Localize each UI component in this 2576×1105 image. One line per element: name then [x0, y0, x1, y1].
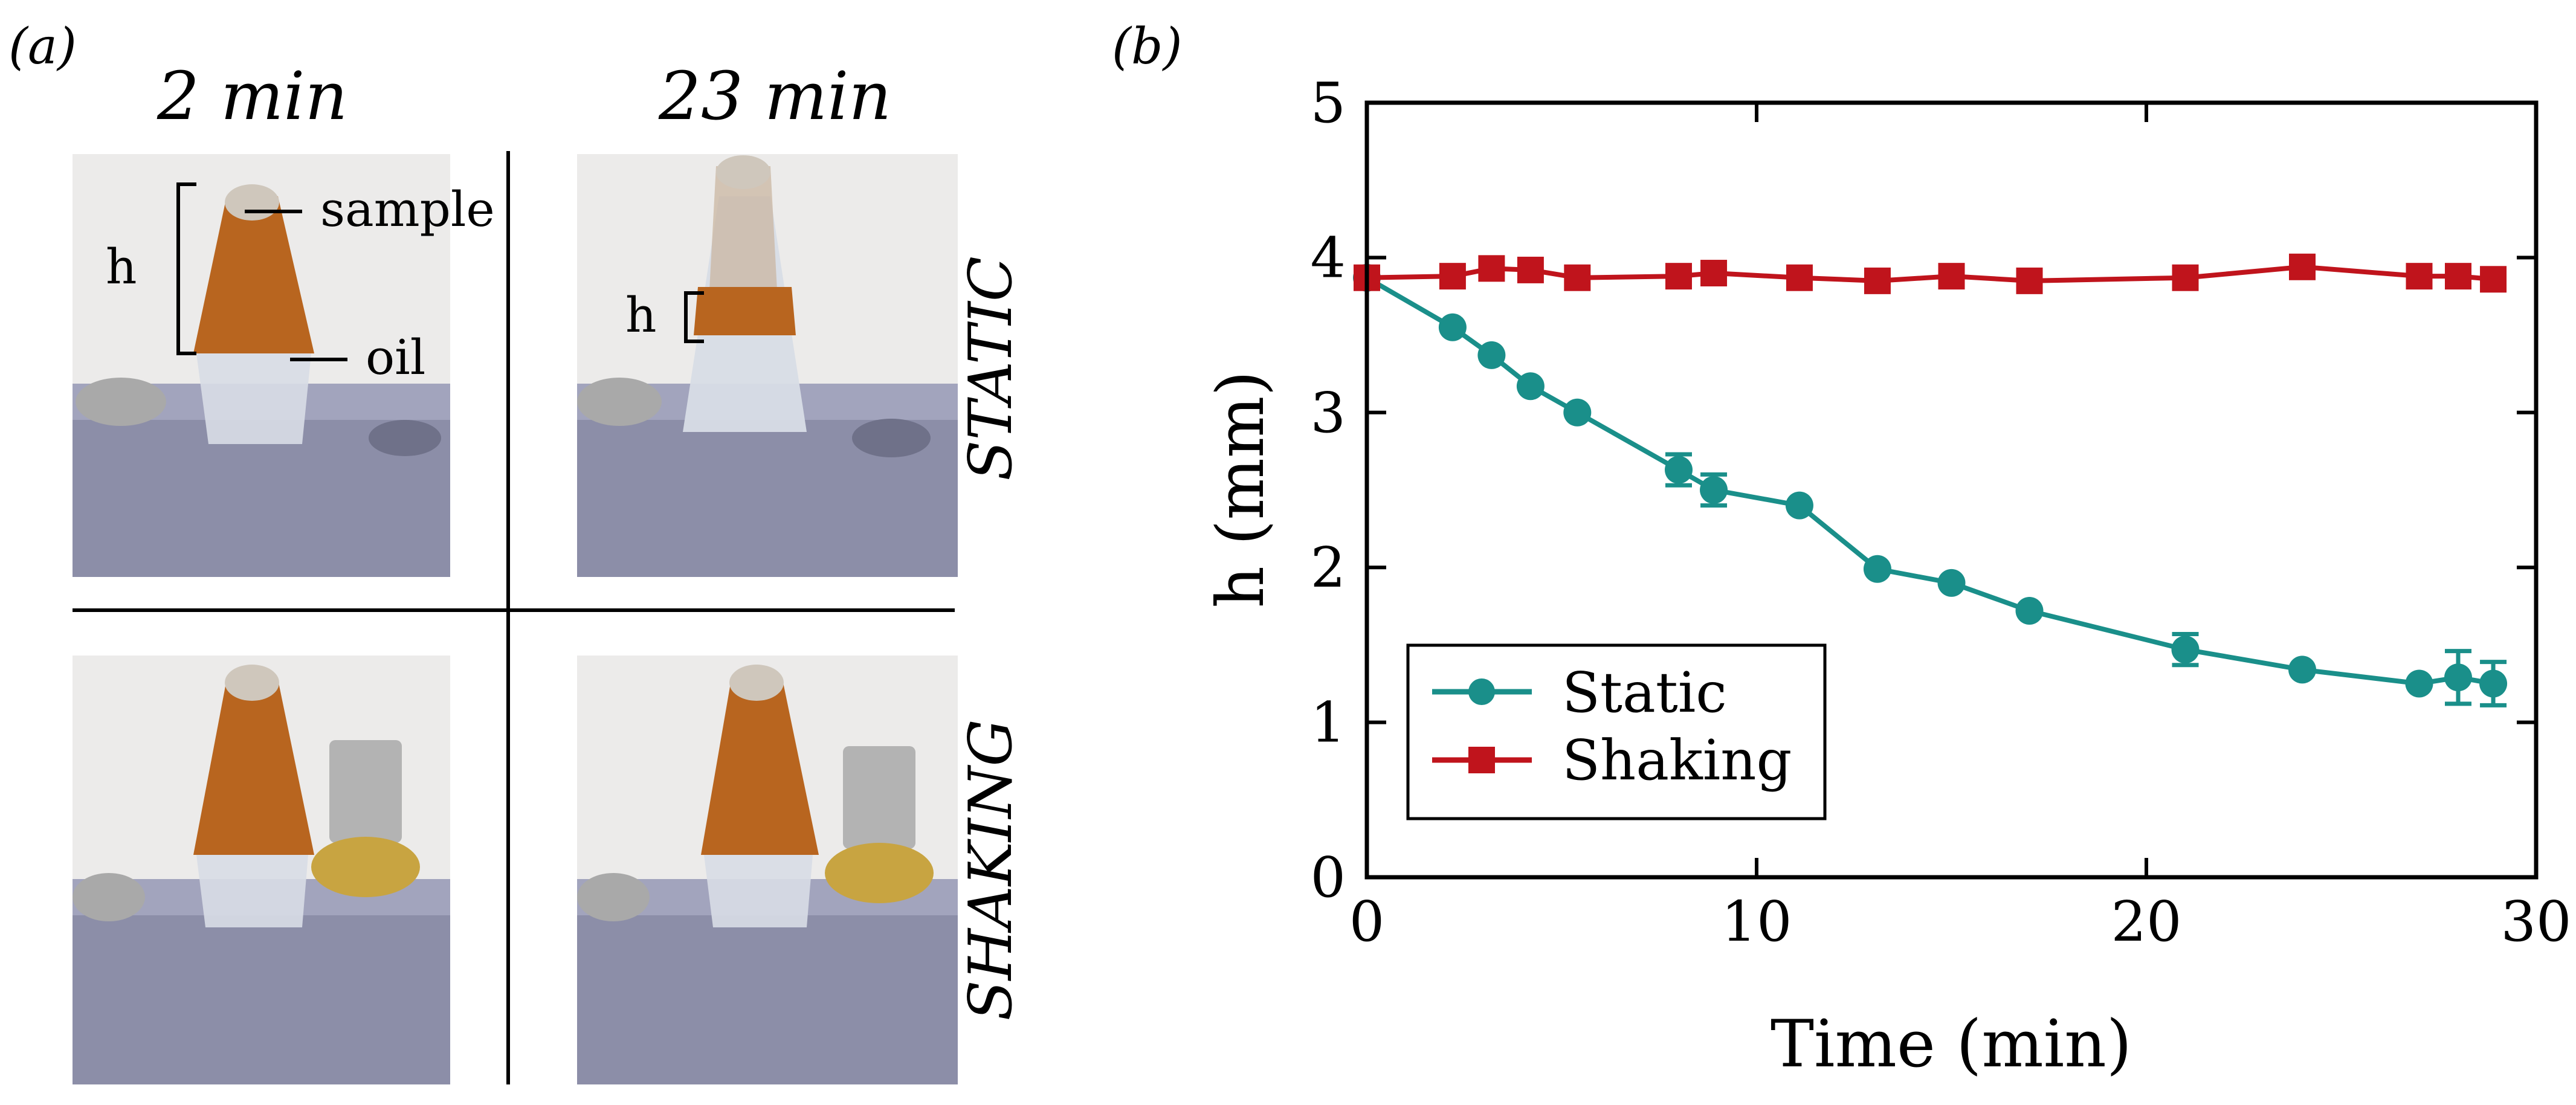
photo-static-23min — [577, 154, 958, 577]
data-point-static — [1563, 398, 1592, 427]
tube-oil — [196, 353, 311, 444]
legend-static-label: Static — [1562, 660, 1727, 725]
data-point-shaking — [1786, 264, 1813, 291]
y-tick-label: 5 — [1310, 71, 1346, 135]
annotation-h-left: h — [106, 239, 137, 295]
panel-b-label: (b) — [1112, 18, 1183, 76]
series-line-shaking — [1366, 264, 2494, 283]
data-point-shaking — [1938, 263, 1965, 290]
col-header-2min: 2 min — [157, 57, 348, 135]
x-tick-label: 10 — [1721, 889, 1792, 954]
tube-tip — [225, 665, 279, 701]
data-point-shaking — [1439, 263, 1466, 290]
data-point-static — [2444, 663, 2472, 692]
annotation-sample: sample — [320, 181, 495, 237]
data-point-shaking — [1564, 264, 1591, 291]
data-point-shaking — [2172, 264, 2199, 291]
x-axis-label: Time (min) — [1771, 1007, 2132, 1082]
data-point-static — [1477, 341, 1506, 369]
tube-oil — [704, 855, 813, 927]
data-point-static — [1937, 569, 1966, 597]
data-point-shaking — [2016, 267, 2043, 294]
magnet-base — [825, 843, 934, 903]
data-point-static — [2405, 669, 2433, 698]
photo-shaking-23min — [577, 656, 958, 1084]
annotation-oil: oil — [366, 329, 426, 385]
data-point-shaking — [1517, 256, 1544, 283]
magnet-cylinder — [843, 746, 915, 849]
holder-hole — [852, 419, 931, 457]
data-point-static — [1665, 456, 1693, 484]
data-point-static — [1700, 476, 1728, 504]
photo-shaking-2min — [73, 656, 450, 1084]
metal-screw — [577, 873, 650, 921]
holder-block — [73, 903, 450, 1084]
data-point-shaking — [2406, 263, 2433, 290]
data-point-shaking — [1700, 260, 1728, 287]
tube-oil — [196, 855, 308, 927]
tube-tip — [729, 665, 784, 701]
series-line-static — [1365, 275, 2494, 686]
data-point-static — [2479, 669, 2508, 698]
y-tick-label: 0 — [1310, 845, 1346, 910]
h-bracket-right — [684, 291, 704, 343]
y-tick-label: 3 — [1310, 381, 1346, 445]
sample-liquid — [193, 196, 314, 353]
legend-shaking-label: Shaking — [1562, 728, 1792, 793]
tube-tip — [716, 155, 770, 189]
legend: Static Shaking — [1406, 643, 1827, 820]
y-tick-label: 1 — [1310, 691, 1346, 755]
axis-ticks: 0 10 20 30 0 1 2 3 4 5 — [1310, 71, 2571, 954]
data-point-static — [2171, 636, 2200, 664]
legend-box — [1406, 643, 1827, 820]
sample-remaining — [694, 287, 796, 335]
legend-static-marker — [1468, 678, 1495, 705]
magnet-cylinder — [329, 740, 402, 843]
data-point-static — [1438, 313, 1467, 341]
data-point-shaking — [1864, 267, 1891, 294]
holder-block — [577, 903, 958, 1084]
grid-vertical-divider — [506, 151, 510, 1084]
data-point-shaking — [1665, 263, 1692, 290]
sample-liquid — [701, 680, 819, 855]
col-header-23min: 23 min — [659, 57, 892, 135]
x-tick-label: 30 — [2500, 889, 2571, 954]
x-tick-label: 0 — [1349, 889, 1385, 954]
data-point-static — [1863, 555, 1891, 583]
grid-horizontal-divider — [73, 608, 955, 612]
data-point-shaking — [2445, 263, 2471, 290]
metal-screw — [577, 378, 662, 426]
x-tick-label: 20 — [2111, 889, 2181, 954]
y-axis-label: h (mm) — [1203, 371, 1279, 608]
metal-screw — [73, 873, 145, 921]
data-point-static — [1516, 372, 1545, 401]
data-point-shaking — [2480, 266, 2507, 293]
data-point-static — [1785, 491, 1813, 520]
panel-a-label: (a) — [8, 18, 77, 76]
photo-static-2min — [73, 154, 450, 577]
legend-shaking-marker — [1468, 747, 1495, 773]
y-tick-label: 4 — [1310, 225, 1346, 290]
data-point-shaking — [1478, 255, 1505, 282]
series-layer — [1353, 253, 2508, 707]
magnet-base — [311, 837, 420, 897]
annotation-h-right: h — [625, 287, 657, 343]
plot-frame — [1364, 100, 2539, 880]
data-point-static — [2288, 656, 2316, 684]
data-point-static — [2015, 596, 2044, 625]
annotation-overlay — [176, 182, 704, 361]
metal-screw — [76, 378, 166, 426]
holder-hole — [369, 420, 441, 456]
y-tick-label: 2 — [1310, 535, 1346, 600]
data-point-shaking — [2289, 253, 2316, 280]
h-bracket-left — [176, 182, 196, 355]
sample-liquid — [193, 680, 314, 855]
